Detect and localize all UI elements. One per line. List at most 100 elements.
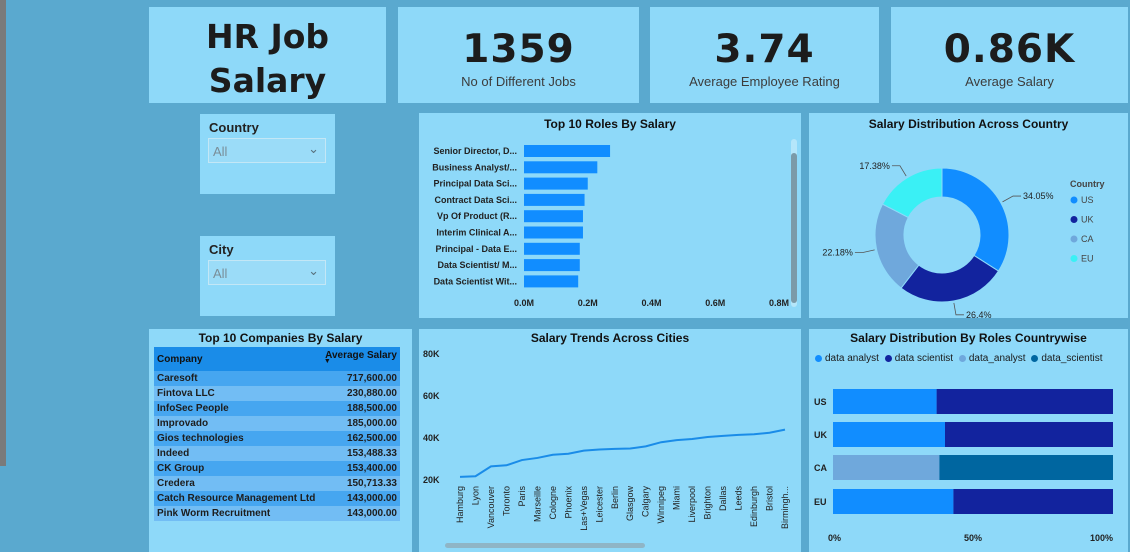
cities-series-line <box>459 428 786 478</box>
stack-segment <box>953 489 1113 514</box>
table-row[interactable]: InfoSec People 188,500.00 <box>154 401 400 416</box>
table-row[interactable]: Improvado 185,000.00 <box>154 416 400 431</box>
company-name-cell: Gios technologies <box>154 431 321 446</box>
city-label: Leicester <box>594 486 604 523</box>
stack-segment <box>936 389 1113 414</box>
stack-x-tick: 0% <box>828 533 841 543</box>
table-row[interactable]: Gios technologies 162,500.00 <box>154 431 400 446</box>
col-company[interactable]: Company <box>154 347 321 371</box>
legend-item-data_analyst[interactable]: data_analyst <box>958 353 1026 364</box>
city-label: Cologne <box>548 486 558 520</box>
roles-x-tick: 0.6M <box>705 298 725 308</box>
donut-slice-eu <box>881 167 943 219</box>
donut-leader-line <box>854 249 875 253</box>
company-name-cell: CK Group <box>154 461 321 476</box>
city-slicer: City All ⌄ <box>200 236 335 316</box>
company-name-cell: InfoSec People <box>154 401 321 416</box>
cities-y-tick: 80K <box>423 349 440 359</box>
average-salary-cell: 230,880.00 <box>320 386 400 401</box>
city-label: Dallas <box>718 486 728 512</box>
donut-slice-us <box>941 167 1010 272</box>
donut-legend-title: Country <box>1070 179 1105 189</box>
donut-pct-label: 34.05% <box>1023 191 1054 201</box>
company-name-cell: Catch Resource Management Ltd <box>154 491 321 506</box>
cities-chart-card: Salary Trends Across Cities 80K 60K 40K 20K… <box>419 329 801 552</box>
city-label: Miami <box>672 486 682 510</box>
col-average-salary-label: Average Salary <box>325 350 397 361</box>
role-bar <box>524 177 588 190</box>
roles-bar-chart: Senior Director, D... Business Analyst/..… <box>432 145 789 308</box>
legend-dot <box>1031 354 1039 362</box>
company-name-cell: Improvado <box>154 416 321 431</box>
donut-legend-ca: CA <box>1081 234 1094 244</box>
role-bar <box>524 259 580 272</box>
stack-segment <box>833 489 954 514</box>
stack-segment <box>833 389 937 414</box>
left-edge-bar <box>0 0 6 466</box>
country-dropdown-value: All <box>213 144 228 159</box>
role-label: Principal - Data E... <box>435 244 517 254</box>
role-bar <box>524 145 611 157</box>
city-label: Glasgow <box>625 485 635 521</box>
company-name-cell: Credera <box>154 476 321 491</box>
stack-segment <box>939 455 1113 480</box>
average-salary-cell: 143,000.00 <box>320 491 400 506</box>
average-salary-cell: 185,000.00 <box>320 416 400 431</box>
city-label: Las+Vegas <box>579 486 589 531</box>
city-label: Birmingh... <box>780 486 790 529</box>
kpi-rating-label: Average Employee Rating <box>689 74 840 89</box>
country-donut-title: Salary Distribution Across Country <box>868 117 1069 131</box>
roles-scroll-thumb[interactable] <box>791 153 797 303</box>
table-row[interactable]: Pink Worm Recruitment 143,000.00 <box>154 506 400 521</box>
city-dropdown[interactable]: All ⌄ <box>208 260 326 285</box>
col-average-salary[interactable]: Average Salary ▼ <box>320 347 400 371</box>
table-row[interactable]: CK Group 153,400.00 <box>154 461 400 476</box>
stack-category-label: CA <box>814 463 827 473</box>
chevron-down-icon: ⌄ <box>308 263 319 278</box>
donut-legend-us: US <box>1081 195 1094 205</box>
table-row[interactable]: Caresoft 717,600.00 <box>154 371 400 386</box>
role-label: Data Scientist/ M... <box>437 260 517 270</box>
role-bar <box>524 193 585 206</box>
company-name-cell: Fintova LLC <box>154 386 321 401</box>
city-label: Berlin <box>610 486 620 509</box>
city-label: Marseille <box>532 486 542 522</box>
table-row[interactable]: Indeed 153,488.33 <box>154 446 400 461</box>
donut-legend-dot <box>1070 235 1078 243</box>
average-salary-cell: 162,500.00 <box>320 431 400 446</box>
roles-x-tick: 0.4M <box>641 298 661 308</box>
table-row[interactable]: Fintova LLC 230,880.00 <box>154 386 400 401</box>
legend-item-data-analyst[interactable]: data analyst <box>815 353 879 364</box>
country-dropdown[interactable]: All ⌄ <box>208 138 326 163</box>
city-label: Winnipeg <box>656 486 666 524</box>
kpi-rating-value: 3.74 <box>714 27 815 72</box>
roles-x-tick: 0.8M <box>769 298 789 308</box>
chevron-down-icon: ⌄ <box>308 141 319 156</box>
donut-leader-line <box>953 302 964 316</box>
legend-item-data-scientist[interactable]: data scientist <box>884 353 953 364</box>
table-row[interactable]: Catch Resource Management Ltd 143,000.00 <box>154 491 400 506</box>
cities-scrollbar[interactable] <box>445 543 645 548</box>
roles-country-card: Salary Distribution By Roles Countrywise… <box>809 329 1128 552</box>
donut-legend-uk: UK <box>1081 215 1094 225</box>
legend-item-data_scientist[interactable]: data_scientist <box>1031 353 1103 364</box>
city-label: Paris <box>517 486 527 507</box>
stack-segment <box>833 422 945 447</box>
role-label: Senior Director, D... <box>433 146 517 156</box>
cities-line-chart: 80K 60K 40K 20K Hamburg Lyon Vancouver Toronto P… <box>423 349 790 531</box>
table-row[interactable]: Credera 150,713.33 <box>154 476 400 491</box>
roles-x-tick: 0.2M <box>578 298 598 308</box>
roles-chart-card: Top 10 Roles By Salary Senior Director, … <box>419 113 801 318</box>
city-label: Brighton <box>703 486 713 520</box>
roles-scrollbar[interactable] <box>791 139 797 307</box>
donut-legend-dot <box>1070 196 1078 204</box>
city-label: Liverpool <box>687 486 697 523</box>
role-bar <box>524 275 579 288</box>
role-label: Vp Of Product (R... <box>437 211 517 221</box>
city-dropdown-value: All <box>213 266 228 281</box>
country-slicer-label: Country <box>209 120 259 135</box>
title-card: HR Job Salary Analysis <box>149 7 386 103</box>
roles-country-stacked-chart: US UK CA EU 0% 50% 100% <box>814 389 1113 543</box>
donut-legend-dot <box>1070 255 1078 262</box>
company-name-cell: Caresoft <box>154 371 321 386</box>
